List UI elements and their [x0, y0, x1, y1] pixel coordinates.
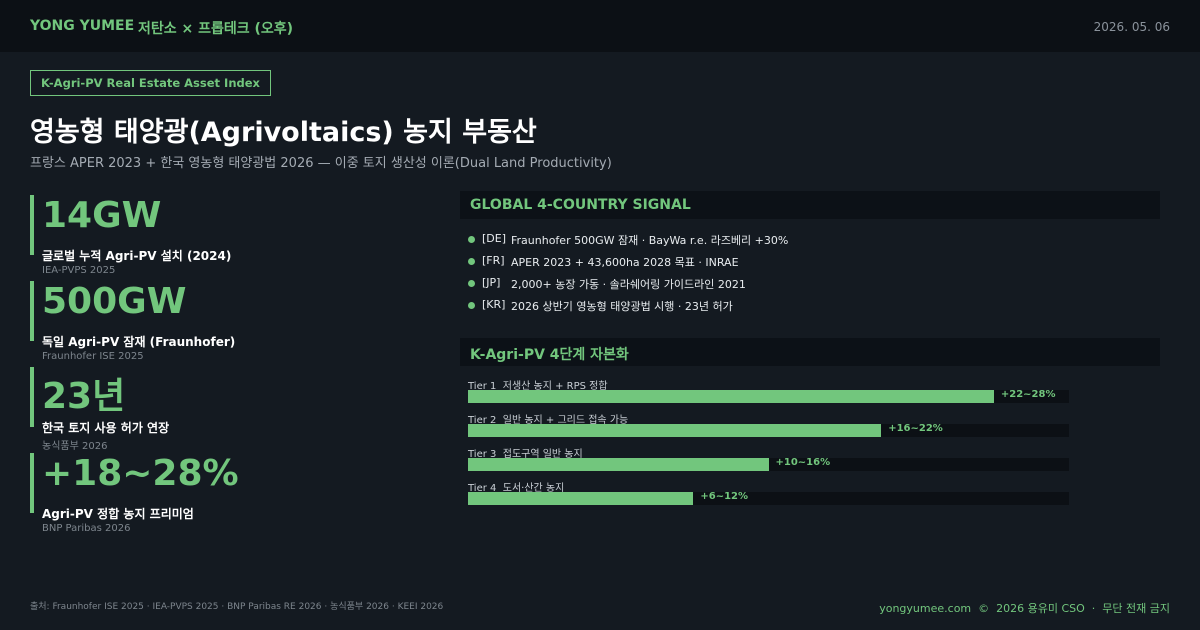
stat-source: 농식품부 2026	[42, 441, 108, 452]
chart-title: K-Agri-PV 4단계 자본화	[470, 347, 629, 363]
section-title: GLOBAL 4-COUNTRY SIGNAL	[470, 197, 691, 213]
stat-source: BNP Paribas 2026	[42, 523, 131, 534]
date: 2026. 05. 06	[1093, 20, 1170, 34]
section-header: GLOBAL 4-COUNTRY SIGNAL	[460, 191, 1160, 219]
stat-value: +18~28%	[42, 453, 239, 494]
stat-accent	[30, 281, 34, 341]
stat-label: 한국 토지 사용 허가 연장	[42, 421, 170, 435]
stat-accent	[30, 453, 34, 513]
stat-label: Agri-PV 정합 농지 프리미엄	[42, 507, 194, 521]
tier-label: Tier 4 도서·산간 농지	[468, 483, 565, 494]
signal-text: 2,000+ 농장 가동 · 솔라쉐어링 가이드라인 2021	[511, 278, 746, 291]
bar	[468, 492, 694, 505]
stat-label: 글로벌 누적 Agri-PV 설치 (2024)	[42, 249, 232, 263]
bar	[468, 390, 994, 403]
tier-label: Tier 2 일반 농지 + 그리드 접속 가능	[468, 415, 629, 426]
value-label: +6~12%	[700, 491, 749, 502]
bullet	[468, 236, 475, 243]
value-label: +22~28%	[1000, 389, 1056, 400]
stat-label: 독일 Agri-PV 잠재 (Fraunhofer)	[42, 335, 236, 349]
program: 저탄소 × 프롭테크 (오후)	[138, 21, 294, 37]
stat-accent	[30, 195, 34, 255]
country-code: [JP]	[482, 276, 501, 289]
value-label: +16~22%	[888, 423, 943, 434]
signal-text: APER 2023 + 43,600ha 2028 목표 · INRAE	[511, 256, 739, 269]
tier-label: Tier 1 저생산 농지 + RPS 정합	[468, 381, 608, 392]
bar	[468, 458, 769, 471]
stat-accent	[30, 367, 34, 427]
badge: K-Agri-PV Real Estate Asset Index	[30, 70, 271, 96]
stat-value: 14GW	[42, 195, 162, 236]
separator: ·	[126, 18, 131, 34]
bullet	[468, 258, 475, 265]
header-bar	[0, 0, 1200, 52]
sources: 출처: Fraunhofer ISE 2025 · IEA-PVPS 2025 …	[30, 602, 444, 612]
country-code: [FR]	[482, 254, 505, 267]
signal-text: Fraunhofer 500GW 잠재 · BayWa r.e. 라즈베리 +3…	[511, 234, 789, 247]
stat-value: 23년	[42, 376, 126, 417]
footer-site: yongyumee.com © 2026 용유미 CSO · 무단 전재 금지	[879, 602, 1170, 615]
subtitle: 프랑스 APER 2023 + 한국 영농형 태양광법 2026 — 이중 토지…	[30, 156, 612, 171]
value-label: +10~16%	[775, 457, 831, 468]
brand: YONG YUMEE	[30, 18, 135, 34]
signal-text: 2026 상반기 영농형 태양광법 시행 · 23년 허가	[511, 300, 733, 313]
stat-value: 500GW	[42, 281, 187, 322]
country-code: [DE]	[482, 232, 507, 245]
tier-label: Tier 3 접도구역 일반 농지	[468, 449, 583, 460]
title: 영농형 태양광(Agrivoltaics) 농지 부동산	[30, 117, 537, 148]
stat-source: IEA-PVPS 2025	[42, 265, 116, 276]
bar	[468, 424, 882, 437]
country-code: [KR]	[482, 298, 506, 311]
section-header: K-Agri-PV 4단계 자본화	[460, 338, 1160, 366]
bullet	[468, 302, 475, 309]
stat-source: Fraunhofer ISE 2025	[42, 351, 144, 362]
bullet	[468, 280, 475, 287]
